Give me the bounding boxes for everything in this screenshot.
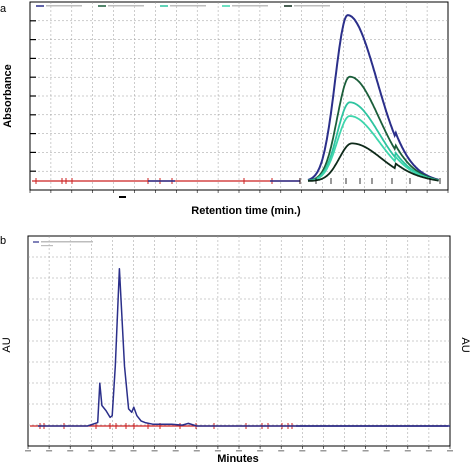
legend-entry-text xyxy=(46,5,82,7)
panel-a-x-ticks xyxy=(29,190,449,198)
panel-a-letter: a xyxy=(0,3,7,15)
legend-entry-text xyxy=(108,5,144,7)
series-line-1 xyxy=(307,75,439,182)
panel-b-y-axis-title-right: AU xyxy=(459,337,471,352)
panel-b-legend xyxy=(33,241,93,247)
x-tick-label xyxy=(278,450,285,452)
x-tick-label xyxy=(67,450,74,452)
x-tick-label xyxy=(236,450,242,452)
x-tick-label xyxy=(425,450,432,452)
panel-b-grid xyxy=(28,236,450,446)
x-tick-label xyxy=(109,450,116,452)
panel-b-x-ticks xyxy=(25,446,453,452)
panel-a-y-axis-title: Absorbance xyxy=(2,64,14,128)
legend-entry-text xyxy=(294,5,330,7)
x-axis-marker xyxy=(119,196,126,198)
legend-entry-text xyxy=(232,5,268,7)
panel-b-x-axis-title: Minutes xyxy=(217,453,259,465)
x-tick-label xyxy=(193,450,200,452)
legend-entry-text xyxy=(170,5,206,7)
x-tick-label xyxy=(46,450,53,452)
panel-a-y-ticks xyxy=(30,20,36,172)
series-line-0 xyxy=(307,14,439,181)
x-tick-label xyxy=(88,450,95,452)
panel-b-series-group xyxy=(38,267,450,427)
legend-entry-text xyxy=(41,245,53,247)
panel-a-baseline-marks xyxy=(32,178,301,184)
x-tick-label xyxy=(257,450,264,452)
x-tick-label xyxy=(130,450,137,452)
panel-b-letter: b xyxy=(0,235,6,247)
panel-b: b AU AU Minutes xyxy=(0,235,471,465)
x-tick-label xyxy=(214,450,221,452)
x-tick-label xyxy=(320,450,327,452)
x-tick-label xyxy=(362,450,369,452)
series-line-3 xyxy=(308,115,439,182)
x-tick-label xyxy=(404,450,411,452)
x-tick-label xyxy=(383,450,390,452)
panel-a-legend xyxy=(36,5,330,7)
x-tick-label xyxy=(151,450,158,452)
panel-a-x-axis-title: Retention time (min.) xyxy=(191,205,301,217)
panel-b-y-axis-title-left: AU xyxy=(1,337,13,352)
panel-a-series-group xyxy=(299,14,441,184)
x-tick-label xyxy=(172,450,179,452)
x-tick-label xyxy=(25,450,31,452)
x-tick-label xyxy=(447,450,453,452)
x-tick-label xyxy=(341,450,348,452)
panel-a: a Absorbance Retention time (min.) xyxy=(0,1,449,217)
x-tick-label xyxy=(299,450,306,452)
legend-entry-text xyxy=(41,241,93,243)
series-line-0 xyxy=(38,267,450,427)
series-line-4 xyxy=(308,142,439,182)
